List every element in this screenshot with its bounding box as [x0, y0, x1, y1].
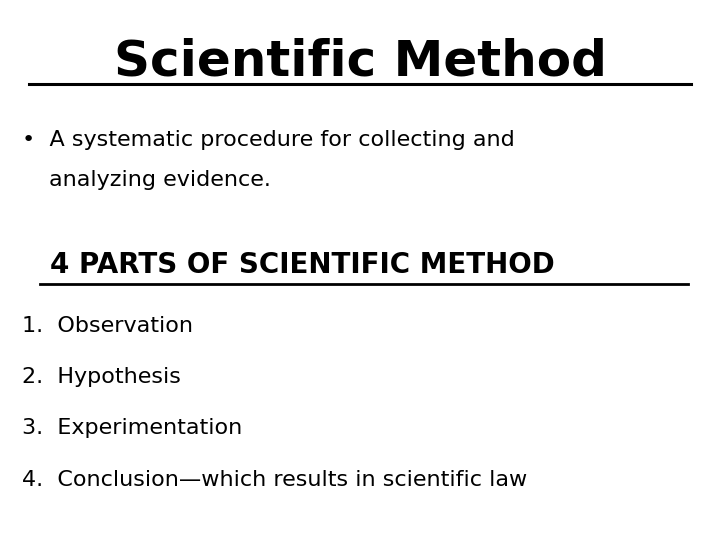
Text: 1.  Observation: 1. Observation: [22, 316, 193, 336]
Text: •  A systematic procedure for collecting and: • A systematic procedure for collecting …: [22, 130, 514, 150]
Text: 4 PARTS OF SCIENTIFIC METHOD: 4 PARTS OF SCIENTIFIC METHOD: [50, 251, 555, 279]
Text: 4.  Conclusion—which results in scientific law: 4. Conclusion—which results in scientifi…: [22, 470, 527, 490]
Text: analyzing evidence.: analyzing evidence.: [49, 170, 271, 190]
Text: 2.  Hypothesis: 2. Hypothesis: [22, 367, 181, 387]
Text: Scientific Method: Scientific Method: [114, 38, 606, 86]
Text: 3.  Experimentation: 3. Experimentation: [22, 418, 242, 438]
